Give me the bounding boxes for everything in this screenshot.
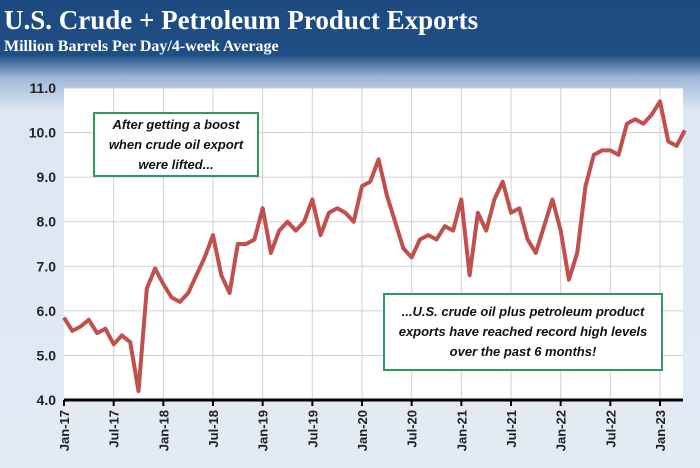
- x-tick-label: Jan-19: [256, 410, 271, 451]
- y-tick-label: 4.0: [37, 392, 57, 408]
- exports-line: [62, 99, 687, 394]
- x-tick-label: Jan-23: [653, 410, 668, 451]
- chart-title: U.S. Crude + Petroleum Product Exports: [4, 5, 479, 35]
- x-tick-label: Jul-20: [405, 410, 420, 448]
- y-tick-label: 11.0: [30, 80, 57, 96]
- x-tick-label: Jul-22: [603, 410, 618, 448]
- x-tick-label: Jan-22: [554, 410, 569, 451]
- x-tick-label: Jul-18: [206, 410, 221, 448]
- y-tick-label: 10.0: [29, 125, 56, 141]
- x-tick-label: Jan-20: [355, 410, 370, 451]
- y-tick-label: 8.0: [37, 214, 57, 230]
- y-tick-label: 7.0: [37, 258, 57, 274]
- x-tick-label: Jan-21: [454, 410, 469, 451]
- x-tick-label: Jan-17: [57, 410, 72, 451]
- chart-subtitle: Million Barrels Per Day/4-week Average: [4, 38, 279, 55]
- y-tick-label: 5.0: [37, 347, 57, 363]
- x-tick-label: Jul-21: [504, 410, 519, 448]
- x-tick-label: Jan-18: [156, 410, 171, 451]
- x-tick-label: Jul-17: [107, 410, 122, 448]
- x-tick-label: Jul-19: [305, 410, 320, 448]
- y-tick-label: 9.0: [37, 169, 57, 185]
- y-tick-label: 6.0: [37, 303, 57, 319]
- annotation-record: ...U.S. crude oil plus petroleum product…: [383, 293, 663, 371]
- annotation-boost: After getting a boost when crude oil exp…: [93, 112, 259, 177]
